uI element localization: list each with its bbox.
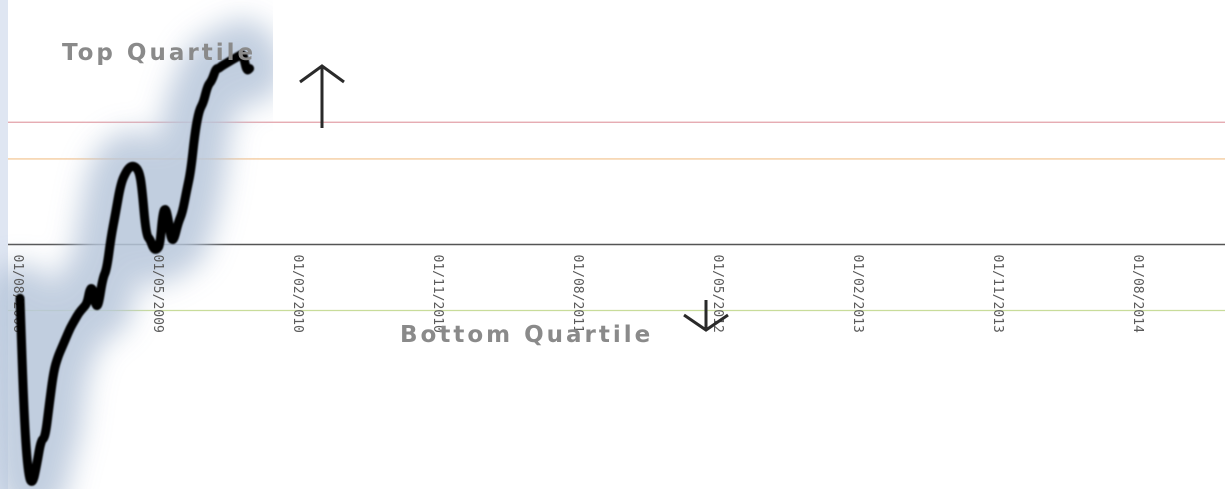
x-tick-label: 01/02/2013 [850, 255, 865, 333]
x-tick-labels: 01/08/2008 01/05/2009 01/02/2010 01/11/2010… [10, 255, 1145, 333]
top-quartile-annotation: Top Quartile [62, 40, 345, 128]
down-arrow-icon [683, 300, 729, 332]
series-line-path [15, 50, 255, 486]
x-tick-label: 01/08/2011 [570, 255, 585, 333]
series-line [15, 50, 255, 486]
up-arrow-icon [299, 64, 345, 128]
bottom-quartile-annotation: Bottom Quartile [400, 300, 729, 348]
bottom-quartile-label: Bottom Quartile [400, 322, 653, 348]
series-halo [0, 19, 285, 489]
series-halo-path [0, 19, 285, 489]
x-tick-label: 01/11/2013 [990, 255, 1005, 333]
top-quartile-label: Top Quartile [62, 40, 256, 66]
x-tick-label: 01/02/2010 [290, 255, 305, 333]
x-tick-label: 01/05/2009 [150, 255, 165, 333]
x-tick-label: 01/05/2012 [710, 255, 725, 333]
x-tick-label: 01/11/2010 [430, 255, 445, 333]
left-panel-strip [0, 0, 8, 489]
x-tick-label: 01/08/2014 [1130, 255, 1145, 333]
